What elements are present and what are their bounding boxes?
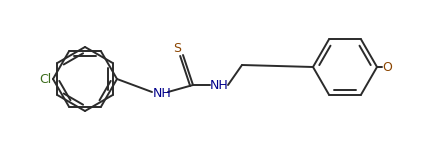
Text: NH: NH	[153, 86, 172, 100]
Text: Cl: Cl	[39, 72, 51, 86]
Text: NH: NH	[210, 78, 229, 91]
Text: S: S	[173, 41, 181, 55]
Text: O: O	[382, 61, 392, 74]
